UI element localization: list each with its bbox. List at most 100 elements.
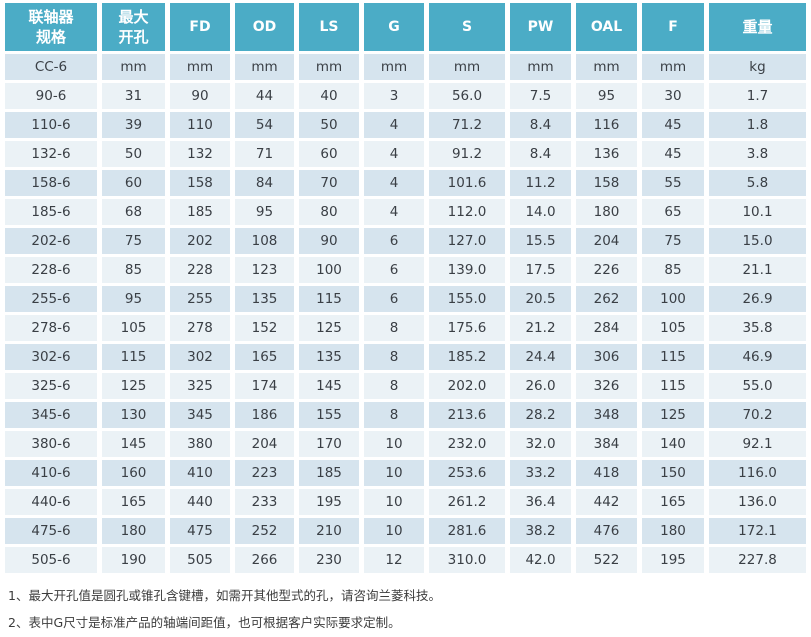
table-cell-spec: 158-6 xyxy=(5,170,97,196)
table-cell-s: 261.2 xyxy=(429,489,505,515)
table-cell-pw: 36.4 xyxy=(510,489,571,515)
table-cell-fd: 325 xyxy=(170,373,230,399)
table-cell-oal: 348 xyxy=(576,402,637,428)
table-row: 185-6 68 185 95 80 4 112.0 14.0 180 65 10.1 xyxy=(5,199,806,225)
table-cell-spec: 410-6 xyxy=(5,460,97,486)
table-cell-g: 4 xyxy=(364,112,424,138)
table-cell-oal: 226 xyxy=(576,257,637,283)
table-cell-s: 139.0 xyxy=(429,257,505,283)
table-cell-fd: 158 xyxy=(170,170,230,196)
table-cell-od: 165 xyxy=(235,344,294,370)
table-cell-weight: 46.9 xyxy=(709,344,806,370)
table-cell-spec: 228-6 xyxy=(5,257,97,283)
table-cell-max-bore: 31 xyxy=(102,83,165,109)
table-cell-od: 233 xyxy=(235,489,294,515)
table-cell-od: 204 xyxy=(235,431,294,457)
table-cell-spec: 255-6 xyxy=(5,286,97,312)
table-cell-od: 54 xyxy=(235,112,294,138)
table-cell-f: 45 xyxy=(642,112,704,138)
table-cell-f: mm xyxy=(642,54,704,80)
table-cell-g: 4 xyxy=(364,141,424,167)
table-cell-pw: 20.5 xyxy=(510,286,571,312)
table-cell-spec: 475-6 xyxy=(5,518,97,544)
table-cell-ls: 155 xyxy=(299,402,359,428)
table-cell-spec: 278-6 xyxy=(5,315,97,341)
table-cell-weight: 116.0 xyxy=(709,460,806,486)
table-cell-s: 253.6 xyxy=(429,460,505,486)
table-cell-fd: 302 xyxy=(170,344,230,370)
table-cell-oal: 262 xyxy=(576,286,637,312)
table-cell-od: 108 xyxy=(235,228,294,254)
table-row: 325-6 125 325 174 145 8 202.0 26.0 326 115 55.0 xyxy=(5,373,806,399)
table-cell-f: 30 xyxy=(642,83,704,109)
table-cell-od: 223 xyxy=(235,460,294,486)
table-cell-spec: 185-6 xyxy=(5,199,97,225)
table-cell-max-bore: 68 xyxy=(102,199,165,225)
table-cell-ls: 60 xyxy=(299,141,359,167)
table-cell-g: mm xyxy=(364,54,424,80)
table-cell-s: 71.2 xyxy=(429,112,505,138)
table-cell-fd: mm xyxy=(170,54,230,80)
column-header-pw: PW xyxy=(510,3,571,51)
table-cell-f: 125 xyxy=(642,402,704,428)
table-cell-ls: 90 xyxy=(299,228,359,254)
table-cell-g: 4 xyxy=(364,170,424,196)
table-cell-s: 112.0 xyxy=(429,199,505,225)
table-cell-max-bore: 95 xyxy=(102,286,165,312)
table-cell-fd: 278 xyxy=(170,315,230,341)
table-cell-weight: kg xyxy=(709,54,806,80)
table-cell-weight: 55.0 xyxy=(709,373,806,399)
table-cell-ls: 135 xyxy=(299,344,359,370)
table-row: 228-6 85 228 123 100 6 139.0 17.5 226 85 21.1 xyxy=(5,257,806,283)
footnote-1: 1、最大开孔值是圆孔或锥孔含键槽，如需开其他型式的孔，请咨询兰菱科技。 xyxy=(8,588,441,603)
table-cell-g: 10 xyxy=(364,431,424,457)
table-cell-s: 101.6 xyxy=(429,170,505,196)
table-row: 90-6 31 90 44 40 3 56.0 7.5 95 30 1.7 xyxy=(5,83,806,109)
table-cell-oal: 326 xyxy=(576,373,637,399)
table-cell-od: 71 xyxy=(235,141,294,167)
table-cell-weight: 21.1 xyxy=(709,257,806,283)
table-cell-weight: 136.0 xyxy=(709,489,806,515)
table-cell-s: 202.0 xyxy=(429,373,505,399)
table-cell-f: 150 xyxy=(642,460,704,486)
table-cell-g: 10 xyxy=(364,518,424,544)
table-cell-pw: 14.0 xyxy=(510,199,571,225)
table-cell-spec: 302-6 xyxy=(5,344,97,370)
table-cell-oal: 284 xyxy=(576,315,637,341)
table-cell-oal: 95 xyxy=(576,83,637,109)
table-cell-weight: 35.8 xyxy=(709,315,806,341)
table-cell-fd: 380 xyxy=(170,431,230,457)
table-cell-fd: 440 xyxy=(170,489,230,515)
table-row: 158-6 60 158 84 70 4 101.6 11.2 158 55 5.8 xyxy=(5,170,806,196)
table-cell-f: 100 xyxy=(642,286,704,312)
column-header-weight: 重量 xyxy=(709,3,806,51)
table-cell-od: 152 xyxy=(235,315,294,341)
table-cell-max-bore: 190 xyxy=(102,547,165,573)
table-cell-pw: 21.2 xyxy=(510,315,571,341)
table-cell-weight: 3.8 xyxy=(709,141,806,167)
table-cell-f: 85 xyxy=(642,257,704,283)
table-cell-oal: 418 xyxy=(576,460,637,486)
table-row: 505-6 190 505 266 230 12 310.0 42.0 522 195 227.8 xyxy=(5,547,806,573)
table-cell-s: 175.6 xyxy=(429,315,505,341)
table-cell-od: 186 xyxy=(235,402,294,428)
footnotes: 1、最大开孔值是圆孔或锥孔含键槽，如需开其他型式的孔，请咨询兰菱科技。 2、表中… xyxy=(8,587,811,631)
table-cell-pw: 15.5 xyxy=(510,228,571,254)
table-cell-spec: 90-6 xyxy=(5,83,97,109)
table-cell-fd: 185 xyxy=(170,199,230,225)
table-cell-g: 6 xyxy=(364,286,424,312)
table-cell-g: 3 xyxy=(364,83,424,109)
table-cell-pw: 17.5 xyxy=(510,257,571,283)
table-cell-ls: 195 xyxy=(299,489,359,515)
table-cell-g: 8 xyxy=(364,402,424,428)
table-cell-ls: 125 xyxy=(299,315,359,341)
table-cell-ls: 185 xyxy=(299,460,359,486)
table-cell-oal: 522 xyxy=(576,547,637,573)
table-cell-pw: 33.2 xyxy=(510,460,571,486)
table-cell-pw: 42.0 xyxy=(510,547,571,573)
table-cell-oal: 136 xyxy=(576,141,637,167)
table-cell-g: 8 xyxy=(364,315,424,341)
table-cell-f: 180 xyxy=(642,518,704,544)
table-cell-max-bore: 165 xyxy=(102,489,165,515)
